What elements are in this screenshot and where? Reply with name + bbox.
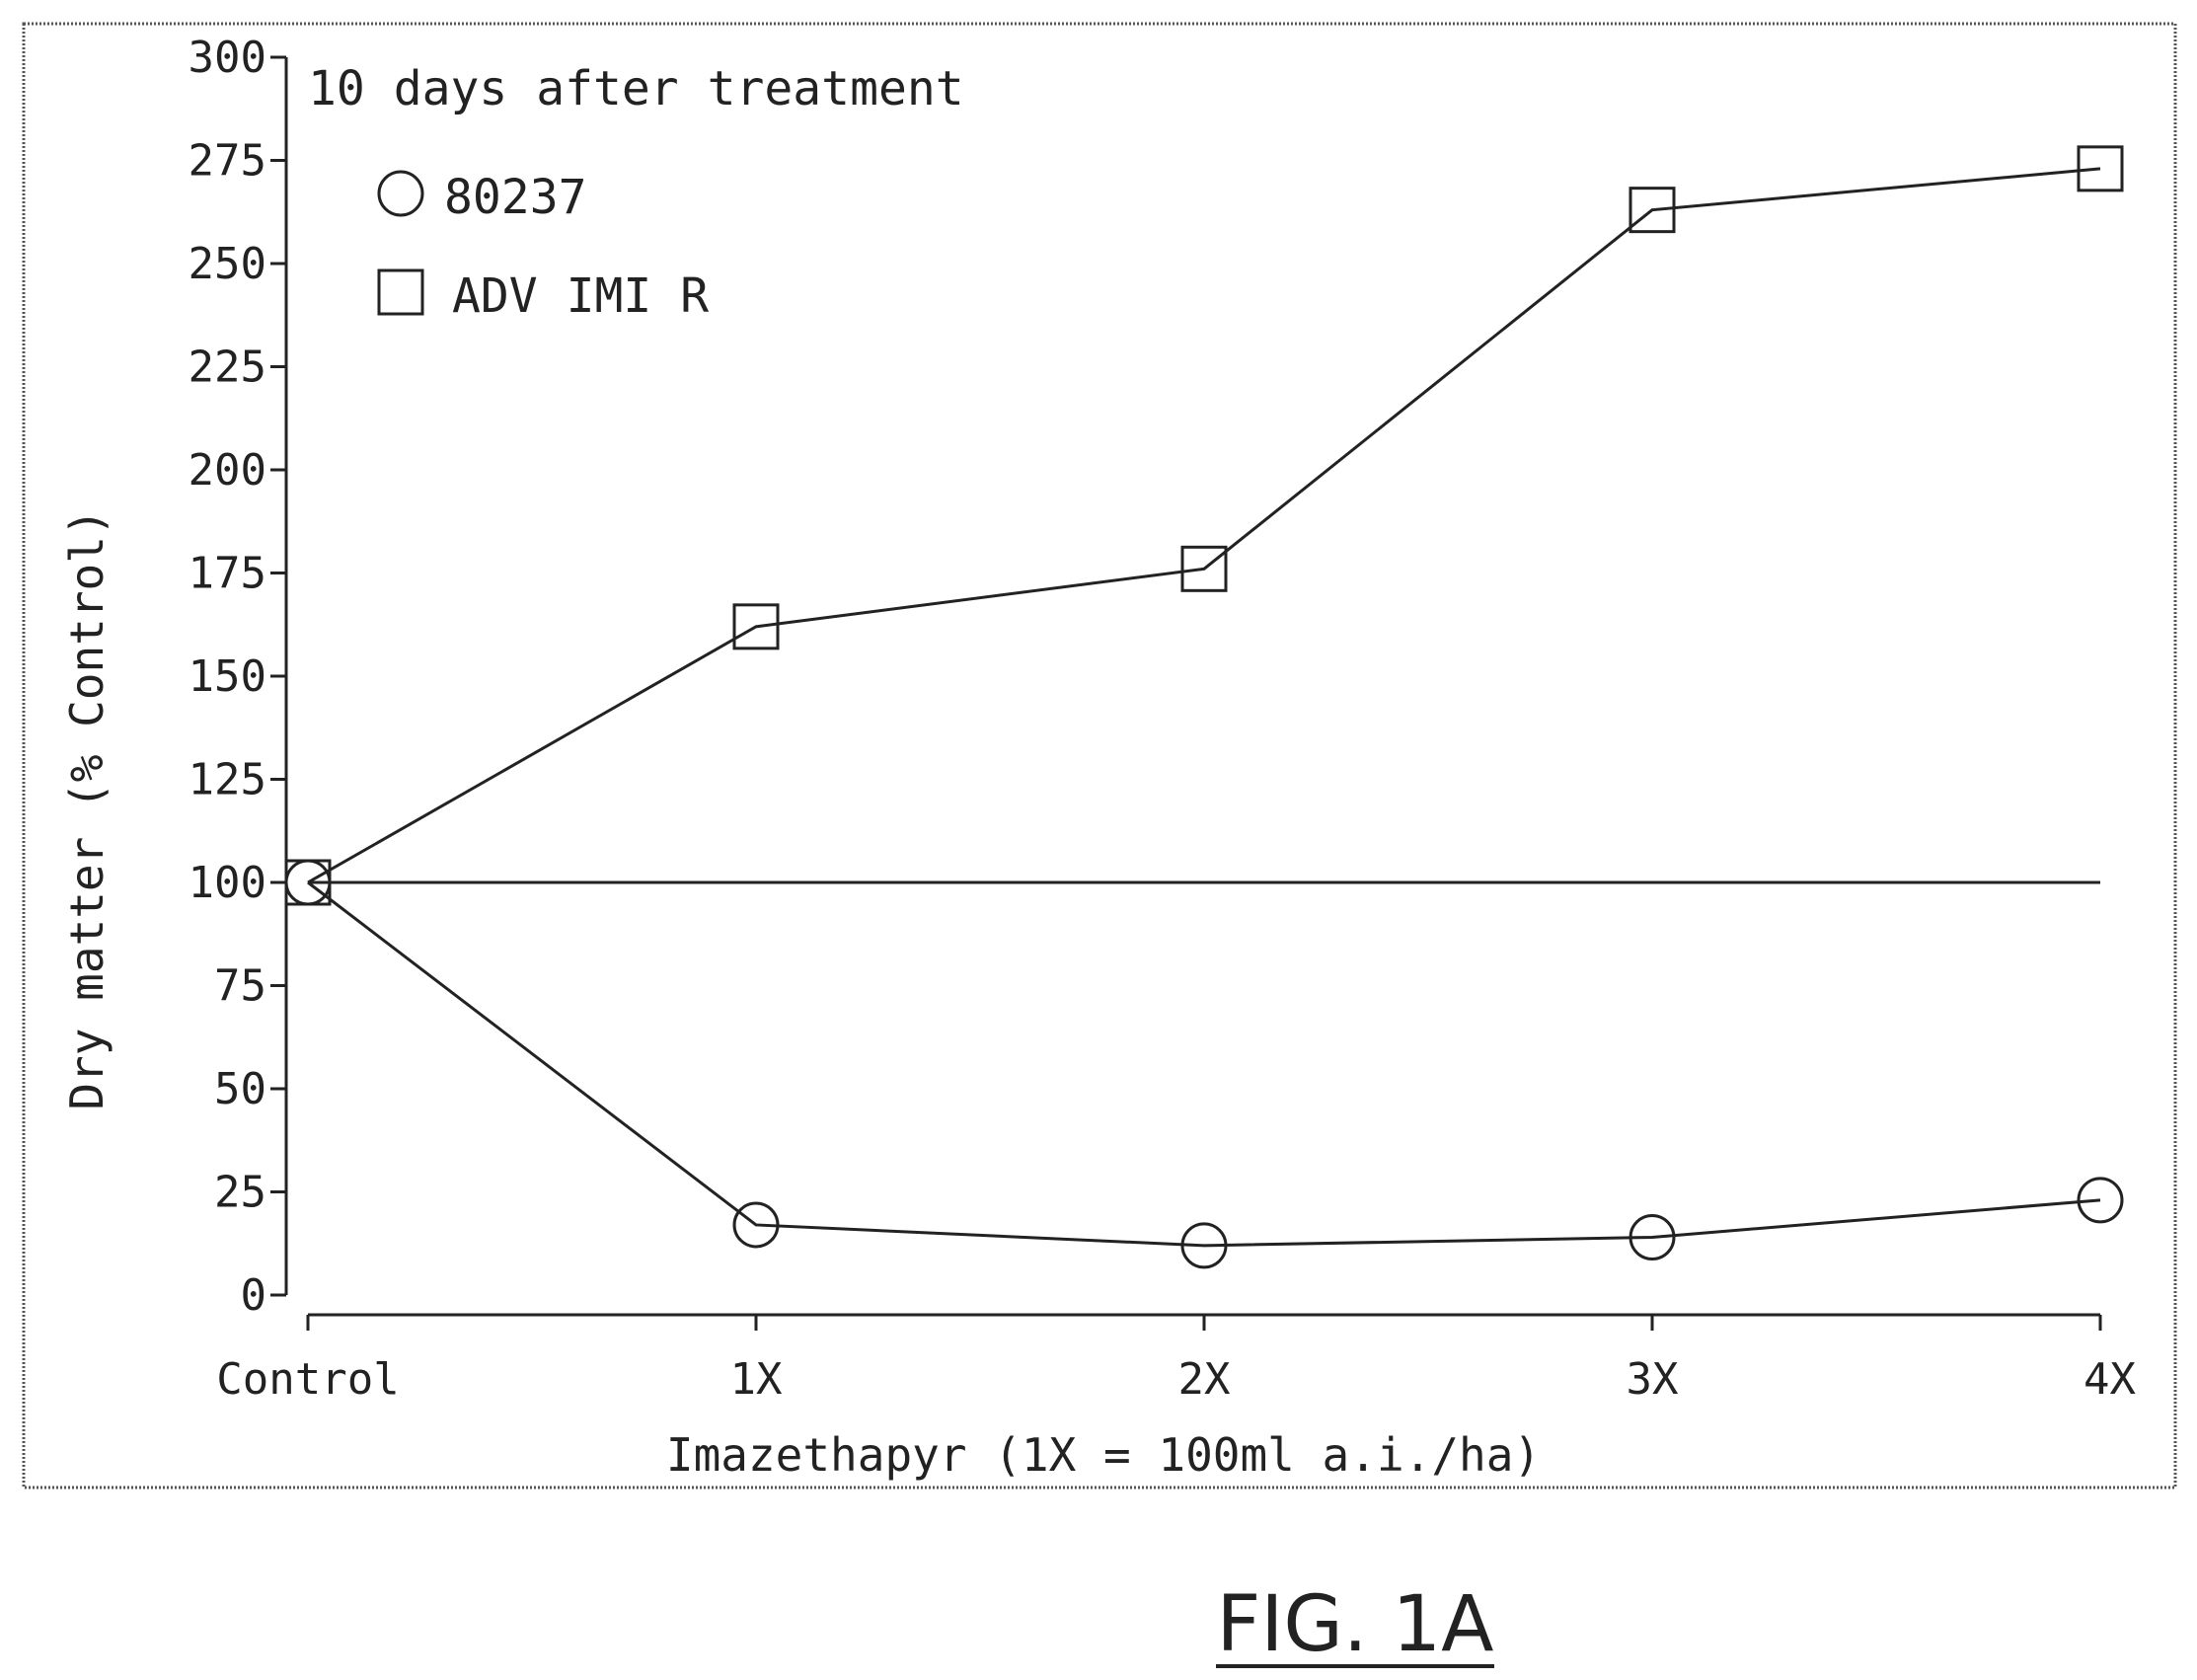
x-tick-label-2x: 2X <box>1178 1354 1231 1405</box>
x-ticks: Control 1X 2X 3X 4X <box>216 1315 2137 1405</box>
chart-frame <box>22 22 2177 1489</box>
series-layer <box>284 145 2124 1269</box>
axes <box>284 57 2100 1317</box>
y-tick-label-100: 100 <box>189 858 266 908</box>
chart-annotation: 10 days after treatment <box>308 61 964 116</box>
y-tick-label-75: 75 <box>214 961 266 1012</box>
y-tick-label-125: 125 <box>189 755 266 805</box>
legend-marker-80237 <box>377 170 424 217</box>
y-tick-label-50: 50 <box>214 1064 266 1114</box>
series-line-adv-imi-r <box>307 167 2101 884</box>
y-tick-label-200: 200 <box>189 445 266 496</box>
x-tick-label-4x: 4X <box>2083 1354 2136 1405</box>
point-80237-2 <box>1180 1222 1228 1269</box>
legend: 80237 ADV IMI R <box>377 170 709 324</box>
y-tick-label-225: 225 <box>189 343 266 393</box>
x-tick-label-3x: 3X <box>1627 1354 1679 1405</box>
point-80237-4 <box>2077 1177 2124 1224</box>
point-80237-3 <box>1629 1213 1676 1260</box>
y-ticks: 0 25 50 75 100 125 150 175 200 225 250 275 300 <box>189 33 286 1321</box>
y-tick-label-150: 150 <box>189 651 266 702</box>
y-tick-label-275: 275 <box>189 136 266 187</box>
y-tick-label-0: 0 <box>241 1270 267 1321</box>
y-tick-label-300: 300 <box>189 33 266 83</box>
x-tick-label-1x: 1X <box>730 1354 783 1405</box>
point-adv-imi-r-1 <box>732 603 780 650</box>
legend-marker-adv-imi-r <box>377 268 424 316</box>
point-adv-imi-r-3 <box>1629 187 1676 234</box>
x-axis-title: Imazethapyr (1X = 100ml a.i./ha) <box>666 1428 1541 1482</box>
y-tick-label-250: 250 <box>189 239 266 289</box>
y-tick-label-175: 175 <box>189 549 266 599</box>
y-tick-label-25: 25 <box>214 1168 266 1218</box>
point-80237-1 <box>732 1201 780 1249</box>
figure-label: FIG. 1A <box>1217 1580 1494 1669</box>
point-adv-imi-r-0 <box>284 859 332 906</box>
point-adv-imi-r-2 <box>1180 545 1228 592</box>
legend-label-adv-imi-r: ADV IMI R <box>452 268 709 324</box>
y-axis-title: Dry matter (% Control) <box>60 508 114 1109</box>
legend-label-80237: 80237 <box>444 170 587 225</box>
point-adv-imi-r-4 <box>2077 145 2124 192</box>
x-tick-label-control: Control <box>216 1354 399 1405</box>
series-line-80237 <box>307 880 2101 1248</box>
